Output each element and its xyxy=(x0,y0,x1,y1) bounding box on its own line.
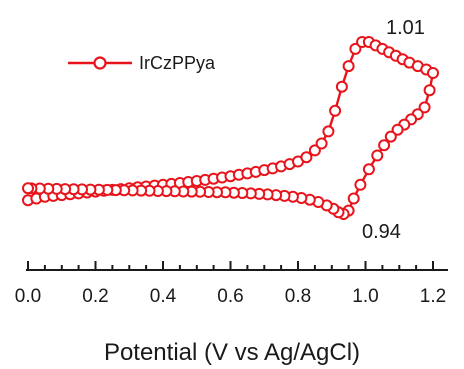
data-point xyxy=(384,130,397,143)
x-tick-label: 0.4 xyxy=(150,286,177,307)
x-axis-title: Potential (V vs Ag/AgCl) xyxy=(104,339,360,366)
x-tick-label: 0.8 xyxy=(285,286,311,307)
plot-area xyxy=(22,36,439,220)
data-point xyxy=(335,80,348,93)
data-point xyxy=(347,192,360,205)
annotation-reduction-peak: 0.94 xyxy=(362,221,401,243)
data-point xyxy=(354,178,367,191)
x-tick-label: 0.2 xyxy=(82,286,108,307)
legend-marker xyxy=(93,56,107,70)
x-tick-label: 1.2 xyxy=(420,286,446,307)
x-tick-label: 0.0 xyxy=(15,286,41,307)
series-markers-ircz xyxy=(22,36,439,220)
legend: IrCzPPya xyxy=(68,53,216,73)
data-point xyxy=(427,67,439,79)
data-point xyxy=(315,137,328,150)
data-point xyxy=(349,42,362,55)
data-point xyxy=(300,151,313,164)
annotation-oxidation-peak: 1.01 xyxy=(386,17,425,39)
data-point xyxy=(371,149,384,162)
x-tick-label: 1.0 xyxy=(352,286,378,307)
data-point xyxy=(322,125,335,138)
data-point xyxy=(22,182,34,195)
x-axis: 0.0 0.2 0.4 0.6 0.8 1.0 1.2 xyxy=(15,261,448,307)
data-point xyxy=(308,144,321,157)
x-tick-label: 0.6 xyxy=(217,286,243,307)
legend-label: IrCzPPya xyxy=(139,53,216,73)
data-point xyxy=(423,84,436,97)
data-point xyxy=(378,139,391,152)
data-point xyxy=(391,123,404,136)
data-point xyxy=(362,163,375,176)
data-point xyxy=(342,60,355,73)
data-point xyxy=(329,104,342,117)
data-point xyxy=(418,101,431,114)
